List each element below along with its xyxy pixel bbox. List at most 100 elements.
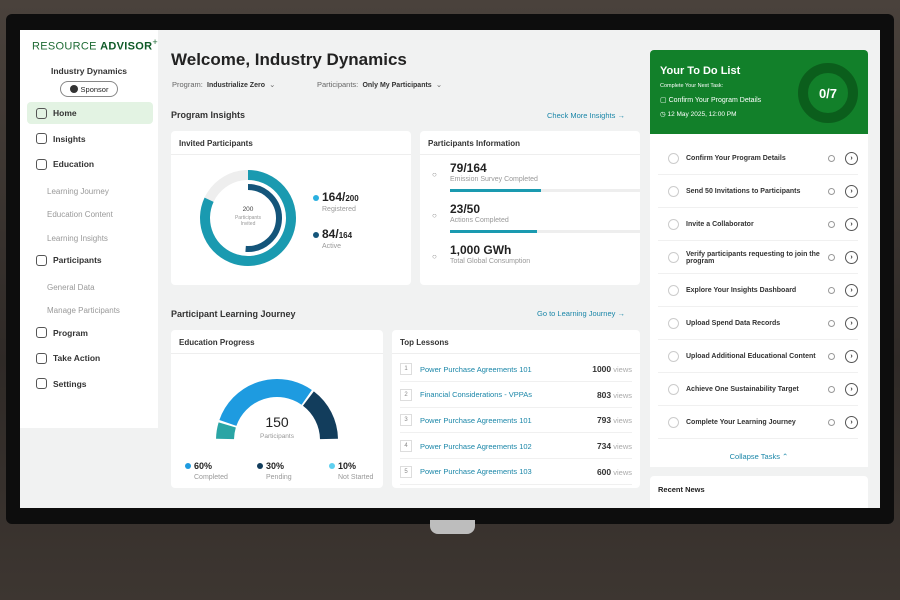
sidebar-subitem[interactable]: Learning Journey bbox=[47, 186, 109, 196]
help-icon[interactable] bbox=[828, 221, 835, 228]
nav-icon bbox=[36, 133, 47, 144]
info-value: 79/164 bbox=[450, 161, 487, 175]
checkbox[interactable] bbox=[668, 351, 679, 362]
checkbox[interactable] bbox=[668, 252, 679, 263]
legend-item: 30% Pending bbox=[257, 456, 292, 481]
sidebar-item[interactable]: Take Action bbox=[27, 347, 153, 369]
recent-news-title: Recent News bbox=[658, 485, 705, 494]
todo-progress-ring: 0/7 bbox=[798, 63, 858, 123]
sidebar-item[interactable]: Education bbox=[27, 153, 153, 175]
sidebar-item[interactable]: Insights bbox=[27, 128, 153, 150]
lesson-link[interactable]: Power Purchase Agreements 103 bbox=[420, 467, 532, 477]
nav-icon bbox=[36, 378, 47, 389]
gauge-segment bbox=[216, 422, 236, 440]
next-task-link[interactable]: ▢ Confirm Your Program Details bbox=[660, 97, 762, 104]
sidebar-item[interactable]: Settings bbox=[27, 373, 153, 395]
check-more-insights-link[interactable]: Check More Insights → bbox=[547, 111, 625, 120]
nav-icon bbox=[36, 352, 47, 364]
todo-task[interactable]: Verify participants requesting to join t… bbox=[658, 242, 858, 274]
gauge-center-label: Participants bbox=[260, 433, 294, 440]
help-icon[interactable] bbox=[828, 155, 835, 162]
sidebar-subitem[interactable]: Learning Insights bbox=[47, 233, 108, 243]
sidebar-item[interactable]: Participants bbox=[27, 249, 153, 271]
sidebar-subitem[interactable]: Manage Participants bbox=[47, 306, 120, 315]
info-value: 1,000 GWh bbox=[450, 243, 512, 257]
sidebar-subitem[interactable]: Education Content bbox=[47, 210, 113, 219]
todo-task[interactable]: Confirm Your Program Details › bbox=[658, 143, 858, 175]
collapse-tasks-button[interactable]: Collapse Tasks ⌃ bbox=[729, 452, 789, 461]
todo-task[interactable]: Explore Your Insights Dashboard › bbox=[658, 275, 858, 307]
lesson-link[interactable]: Power Purchase Agreements 101 bbox=[420, 364, 532, 374]
todo-task[interactable]: Invite a Collaborator › bbox=[658, 209, 858, 241]
todo-task[interactable]: Send 50 Invitations to Participants › bbox=[658, 176, 858, 208]
lesson-row[interactable]: 1 Power Purchase Agreements 101 1000 views bbox=[400, 357, 632, 382]
info-label: Emission Survey Completed bbox=[450, 176, 538, 183]
participants-filter[interactable]: Participants: Only My Participants ⌄ bbox=[317, 80, 443, 89]
active-arc bbox=[245, 184, 282, 252]
legend-item: 60% Completed bbox=[185, 456, 228, 481]
help-icon[interactable] bbox=[828, 320, 835, 327]
lesson-row[interactable]: 3 Power Purchase Agreements 101 793 views bbox=[400, 408, 632, 434]
help-icon[interactable] bbox=[828, 188, 835, 195]
help-icon[interactable] bbox=[828, 287, 835, 294]
lesson-link[interactable]: Financial Considerations - VPPAs bbox=[420, 390, 532, 400]
chevron-right-icon[interactable]: › bbox=[845, 317, 858, 330]
chevron-down-icon: ⌄ bbox=[435, 80, 443, 89]
logo[interactable]: RESOURCE ADVISOR+ bbox=[32, 37, 158, 53]
checkbox[interactable] bbox=[668, 318, 679, 329]
chevron-right-icon[interactable]: › bbox=[845, 383, 858, 396]
lesson-row[interactable]: 2 Financial Considerations - VPPAs 803 vie… bbox=[400, 383, 632, 408]
checkbox[interactable] bbox=[668, 219, 679, 230]
help-icon[interactable] bbox=[828, 386, 835, 393]
screen: RESOURCE ADVISOR+ Industry Dynamics Spon… bbox=[20, 30, 880, 508]
chevron-right-icon[interactable]: › bbox=[845, 284, 858, 297]
sidebar-item[interactable]: Program bbox=[27, 322, 153, 344]
chevron-right-icon[interactable]: › bbox=[845, 218, 858, 231]
invited-participants-card: Invited Participants 200 Participants In… bbox=[171, 131, 411, 285]
checkbox[interactable] bbox=[668, 186, 679, 197]
row-icon: ○ bbox=[432, 170, 437, 179]
card-title: Invited Participants bbox=[171, 131, 411, 155]
chevron-right-icon[interactable]: › bbox=[845, 251, 858, 264]
sidebar-item[interactable]: Home bbox=[27, 102, 153, 124]
todo-panel: Your To Do List Complete Your Next Task:… bbox=[650, 50, 868, 508]
checkbox[interactable] bbox=[668, 384, 679, 395]
chevron-right-icon[interactable]: › bbox=[845, 185, 858, 198]
monitor-stand bbox=[430, 520, 475, 534]
lesson-link[interactable]: Power Purchase Agreements 102 bbox=[420, 441, 532, 451]
chevron-right-icon[interactable]: › bbox=[845, 152, 858, 165]
todo-task[interactable]: Complete Your Learning Journey › bbox=[658, 407, 858, 439]
checkbox[interactable] bbox=[668, 153, 679, 164]
card-title: Participants Information bbox=[420, 131, 640, 155]
participants-information-card: Participants Information ○ 79/164 Emissi… bbox=[420, 131, 640, 285]
todo-task[interactable]: Achieve One Sustainability Target › bbox=[658, 374, 858, 406]
chevron-right-icon[interactable]: › bbox=[845, 350, 858, 363]
chevron-right-icon[interactable]: › bbox=[845, 416, 858, 429]
lesson-row[interactable]: 5 Power Purchase Agreements 103 600 views bbox=[400, 460, 632, 485]
recent-news-card: Recent News bbox=[650, 476, 868, 508]
chevron-down-icon: ⌄ bbox=[269, 80, 276, 89]
sidebar-subitem[interactable]: General Data bbox=[47, 282, 95, 292]
lesson-link[interactable]: Power Purchase Agreements 101 bbox=[420, 415, 532, 425]
legend-item: 10% Not Started bbox=[329, 456, 373, 481]
info-value: 23/50 bbox=[450, 202, 481, 216]
checkbox[interactable] bbox=[668, 285, 679, 296]
todo-task[interactable]: Upload Spend Data Records › bbox=[658, 308, 858, 340]
help-icon[interactable] bbox=[828, 353, 835, 360]
checkbox[interactable] bbox=[668, 417, 679, 428]
clipboard-icon: ▢ bbox=[660, 97, 667, 104]
active-stat: 84/164 Active bbox=[313, 225, 352, 250]
todo-header: Your To Do List Complete Your Next Task:… bbox=[650, 50, 868, 134]
lesson-row[interactable]: 4 Power Purchase Agreements 102 734 views bbox=[400, 434, 632, 460]
education-gauge-chart bbox=[216, 379, 338, 440]
todo-task[interactable]: Upload Additional Educational Content › bbox=[658, 341, 858, 373]
program-filter[interactable]: Program: Industrialize Zero ⌄ bbox=[172, 80, 276, 89]
gauge-center-value: 150 bbox=[265, 414, 289, 430]
education-progress-card: Education Progress 150 Participants 60% C… bbox=[171, 330, 383, 488]
registered-arc bbox=[200, 170, 296, 266]
help-icon[interactable] bbox=[828, 254, 835, 261]
help-icon[interactable] bbox=[828, 419, 835, 426]
go-to-learning-journey-link[interactable]: Go to Learning Journey → bbox=[537, 309, 625, 318]
donut-center-value: 200 bbox=[242, 206, 254, 213]
nav-icon bbox=[36, 107, 47, 119]
